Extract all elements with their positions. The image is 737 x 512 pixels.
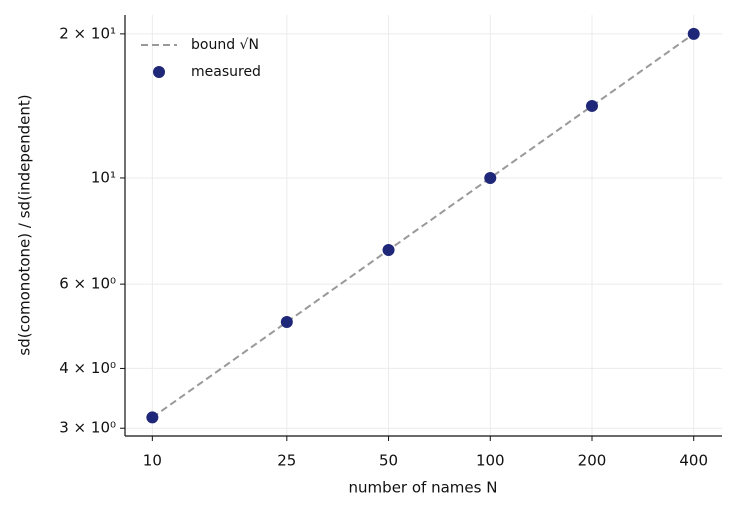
legend-label: measured: [191, 64, 261, 80]
x-axis-label: number of names N: [349, 479, 498, 497]
marker: [687, 27, 700, 40]
marker: [585, 99, 598, 112]
legend-marker: [153, 66, 165, 78]
y-tick-label: 2 × 10¹: [59, 24, 116, 42]
legend: bound √N measured: [141, 37, 261, 80]
marker: [280, 316, 293, 329]
x-tick-label: 200: [578, 452, 607, 470]
legend-label: bound √N: [191, 37, 259, 53]
y-tick-label: 10¹: [91, 168, 116, 186]
marker: [146, 411, 159, 424]
line: [151, 33, 695, 419]
y-tick-label: 4 × 10⁰: [59, 359, 116, 377]
x-tick-label: 400: [679, 452, 708, 470]
x-tick-label: 50: [379, 452, 398, 470]
y-tick-label: 3 × 10⁰: [59, 419, 116, 437]
y-tick-label: 6 × 10⁰: [59, 275, 116, 293]
marker: [484, 171, 497, 184]
x-tick-label: 10: [143, 452, 162, 470]
y-axis-label: sd(comonotone) / sd(independent): [16, 94, 34, 355]
marker: [382, 244, 395, 257]
x-tick-label: 25: [277, 452, 296, 470]
x-tick-label: 100: [476, 452, 505, 470]
